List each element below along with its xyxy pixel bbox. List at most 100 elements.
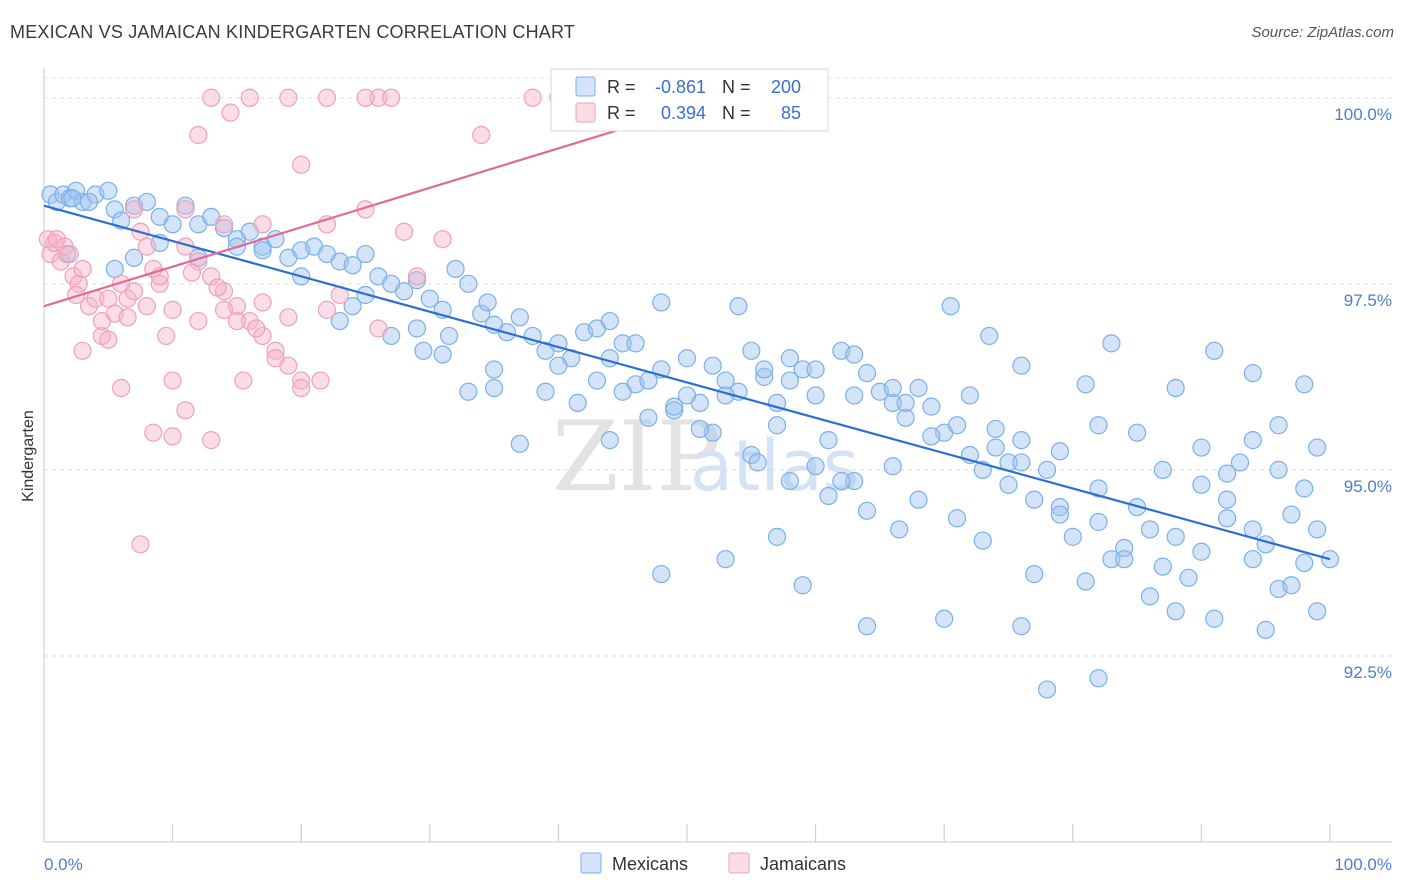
mexicans-point <box>1205 341 1224 360</box>
mexicans-point <box>485 378 504 398</box>
mexicans-point <box>446 259 465 279</box>
mexicans-point <box>105 200 124 219</box>
jamaicans-point <box>292 371 311 390</box>
jamaicans-point <box>253 326 272 346</box>
mexicans-point <box>652 564 671 584</box>
jamaicans-points <box>38 88 671 554</box>
mexicans-point <box>922 427 941 446</box>
jamaicans-point <box>124 282 144 301</box>
mexicans-r-label: R = <box>607 77 636 97</box>
jamaicans-point <box>73 341 92 360</box>
jamaicans-trend-line <box>43 107 688 308</box>
mexicans-point <box>1025 564 1044 584</box>
mexicans-point <box>1012 431 1031 450</box>
mexicans-n-value: 200 <box>771 77 801 97</box>
x-tick-label-min: 0.0% <box>44 855 83 874</box>
jamaicans-point <box>99 330 118 349</box>
mexicans-point <box>909 490 928 509</box>
mexicans-point <box>973 531 992 550</box>
mexicans-point <box>330 311 349 331</box>
mexicans-point <box>472 304 491 323</box>
mexicans-point <box>716 371 735 390</box>
mexicans-point <box>1308 438 1327 457</box>
jamaicans-point <box>214 300 234 319</box>
x-tick-label-max: 100.0% <box>1334 855 1392 874</box>
mexicans-point <box>433 345 452 364</box>
mexicans-point <box>1012 356 1031 375</box>
mexicans-point <box>1102 334 1121 353</box>
mexicans-n-label: N = <box>722 77 751 97</box>
jamaicans-point <box>292 378 311 398</box>
mexicans-point <box>1140 520 1160 539</box>
mexicans-point <box>703 356 722 375</box>
mexicans-point <box>394 282 414 301</box>
jamaicans-point <box>163 427 182 446</box>
jamaicans-point <box>472 125 491 145</box>
jamaicans-point <box>317 88 337 107</box>
mexicans-point <box>1205 609 1224 628</box>
mexicans-point <box>980 326 999 346</box>
stats-legend-box <box>550 68 829 132</box>
jamaicans-point <box>73 259 92 279</box>
mexicans-point <box>935 609 954 628</box>
mexicans-point <box>1295 553 1314 573</box>
jamaicans-point <box>189 311 208 331</box>
mexicans-point <box>1218 490 1237 509</box>
mexicans-point <box>890 520 909 539</box>
mexicans-trend-line <box>43 204 1331 561</box>
mexicans-point <box>1166 527 1185 546</box>
mexicans-point <box>742 341 761 360</box>
jamaicans-point <box>279 308 298 327</box>
jamaicans-point <box>182 263 201 282</box>
mexicans-point <box>1243 550 1262 569</box>
jamaicans-point <box>157 326 176 346</box>
mexicans-point <box>1295 479 1314 498</box>
mexicans-point <box>767 416 787 435</box>
mexicans-r-value: -0.861 <box>655 77 706 97</box>
jamaicans-point <box>118 308 137 327</box>
jamaicans-point <box>214 215 234 234</box>
jamaicans-point <box>317 300 337 319</box>
mexicans-point <box>806 386 825 405</box>
mexicans-point <box>742 445 761 465</box>
mexicans-point <box>677 386 697 405</box>
mexicans-point <box>652 293 671 312</box>
mexicans-point <box>780 349 799 368</box>
mexicans-point <box>407 319 427 338</box>
mexicans-point <box>600 349 619 368</box>
jamaicans-point <box>176 401 195 420</box>
mexicans-point <box>1050 442 1070 461</box>
mexicans-point <box>1153 557 1172 576</box>
stats-legend: R = -0.861 N = 200 R = 0.394 N = 85 <box>550 68 829 132</box>
mexicans-point <box>439 326 459 346</box>
mexicans-point <box>845 471 864 491</box>
mexicans-point <box>999 475 1018 494</box>
jamaicans-point <box>202 88 221 107</box>
mexicans-point <box>1192 438 1211 457</box>
mexicans-point <box>1269 416 1288 435</box>
jamaicans-point <box>208 278 227 297</box>
source-attribution: Source: ZipAtlas.com <box>1251 24 1394 41</box>
mexicans-point <box>1050 497 1070 517</box>
y-tick-label: 97.5% <box>1344 291 1392 310</box>
jamaicans-r-value: 0.394 <box>661 103 706 123</box>
mexicans-point <box>510 434 529 453</box>
legend-mexicans-swatch <box>580 852 602 874</box>
mexicans-point <box>1179 568 1198 587</box>
jamaicans-point <box>240 88 259 107</box>
mexicans-point <box>1269 460 1288 479</box>
mexicans-point <box>414 341 433 360</box>
mexicans-point <box>832 471 851 491</box>
jamaicans-point <box>189 125 208 145</box>
jamaicans-point <box>112 378 131 398</box>
y-tick-label: 95.0% <box>1344 477 1392 496</box>
legend-jamaicans-label: Jamaicans <box>760 854 846 874</box>
mexicans-point <box>600 431 619 450</box>
jamaicans-point <box>369 319 388 338</box>
jamaicans-point <box>202 431 221 450</box>
mexicans-point <box>63 189 82 208</box>
mexicans-point <box>1308 602 1327 621</box>
jamaicans-point <box>394 222 414 241</box>
mexicans-point <box>1115 550 1134 569</box>
